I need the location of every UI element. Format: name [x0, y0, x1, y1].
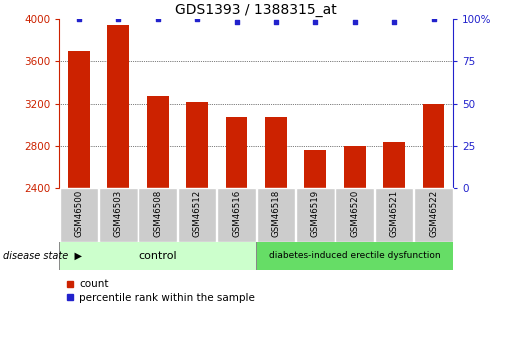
Title: GDS1393 / 1388315_at: GDS1393 / 1388315_at [175, 2, 337, 17]
Text: GSM46516: GSM46516 [232, 190, 241, 237]
Bar [344, 146, 366, 188]
Bar [296, 188, 335, 241]
Bar [256, 188, 295, 241]
Bar [265, 117, 287, 188]
Legend: count, percentile rank within the sample: count, percentile rank within the sample [64, 278, 256, 304]
Point [390, 20, 398, 25]
Bar [256, 241, 453, 270]
Bar [375, 188, 414, 241]
Text: GSM46512: GSM46512 [193, 190, 201, 237]
Bar [178, 188, 216, 241]
Bar [99, 188, 138, 241]
Text: GSM46503: GSM46503 [114, 190, 123, 237]
Bar [335, 188, 374, 241]
Text: GSM46520: GSM46520 [350, 190, 359, 237]
Bar [108, 25, 129, 188]
Point [430, 16, 438, 22]
Bar [147, 96, 168, 188]
Text: GSM46522: GSM46522 [429, 190, 438, 237]
Bar [59, 241, 256, 270]
Bar [217, 188, 256, 241]
Point [75, 16, 83, 22]
Text: GSM46518: GSM46518 [271, 190, 280, 237]
Text: GSM46519: GSM46519 [311, 190, 320, 237]
Point [311, 20, 319, 25]
Point [153, 16, 162, 22]
Text: control: control [139, 251, 177, 260]
Bar [60, 188, 98, 241]
Text: GSM46521: GSM46521 [390, 190, 399, 237]
Bar [423, 104, 444, 188]
Bar [68, 51, 90, 188]
Point [232, 20, 241, 25]
Text: GSM46508: GSM46508 [153, 190, 162, 237]
Bar [226, 117, 247, 188]
Bar [304, 150, 326, 188]
Bar [139, 188, 177, 241]
Point [114, 16, 123, 22]
Bar [383, 141, 405, 188]
Point [193, 16, 201, 22]
Text: disease state  ▶: disease state ▶ [3, 251, 81, 260]
Text: diabetes-induced erectile dysfunction: diabetes-induced erectile dysfunction [269, 251, 440, 260]
Point [351, 20, 359, 25]
Bar [414, 188, 453, 241]
Point [272, 20, 280, 25]
Text: GSM46500: GSM46500 [75, 190, 83, 237]
Bar [186, 102, 208, 188]
